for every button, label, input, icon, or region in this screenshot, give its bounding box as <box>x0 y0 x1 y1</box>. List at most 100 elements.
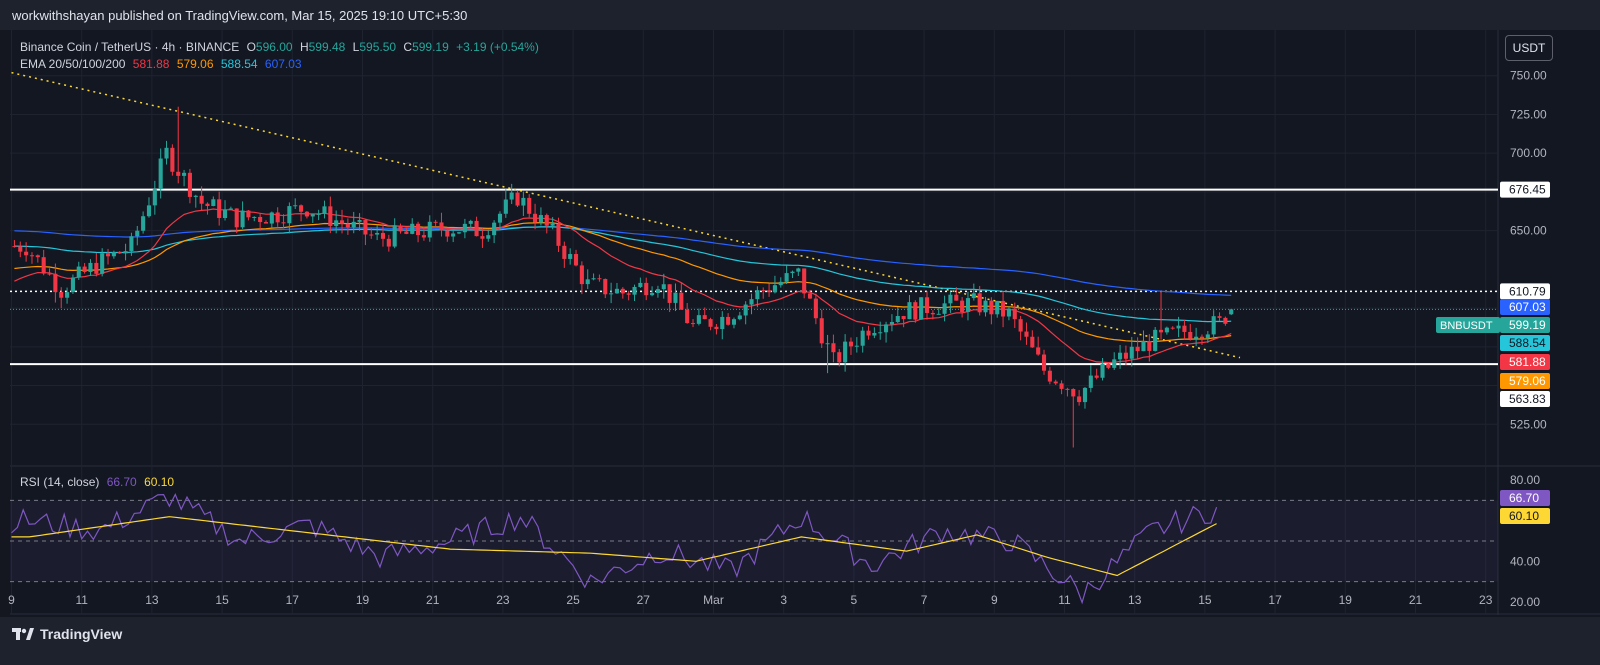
ema100-value: 588.54 <box>220 57 258 71</box>
candle-body <box>339 220 345 224</box>
open-label: O <box>246 40 256 54</box>
candle-body <box>211 199 216 207</box>
candle-body <box>421 235 426 238</box>
candle-body <box>544 215 549 226</box>
candle-body <box>380 232 386 239</box>
time-tick-label: 5 <box>851 593 858 607</box>
close-label: C <box>403 40 413 54</box>
candle-body <box>831 343 836 353</box>
candle-body <box>971 293 976 299</box>
symbol-name: Binance Coin / TetherUS · 4h · BINANCE <box>20 40 240 54</box>
time-tick-label: 27 <box>637 593 651 607</box>
candle-body <box>644 282 649 296</box>
level-tag-676.45-bg <box>1500 181 1550 198</box>
candle-body <box>392 225 397 247</box>
candle-body <box>240 210 245 228</box>
trendline-layer <box>11 71 1241 359</box>
candle-body <box>18 246 23 252</box>
ema100-tag-bg <box>1500 335 1550 351</box>
candle-body <box>111 252 116 257</box>
candle-body <box>802 268 807 294</box>
candle-body <box>965 298 971 312</box>
candle-body <box>1211 316 1216 335</box>
time-tick-label: 7 <box>921 593 928 607</box>
candle-body <box>650 293 655 296</box>
tradingview-brand[interactable]: TradingView <box>12 626 122 642</box>
candle-body <box>480 236 485 239</box>
candle-body <box>960 300 965 312</box>
candle-body <box>404 231 409 234</box>
rsi-legend: RSI (14, close) 66.70 60.10 <box>20 475 178 489</box>
candle-body <box>848 341 854 347</box>
candle-body <box>287 206 292 224</box>
candle-body <box>369 234 374 236</box>
candle-body <box>269 212 274 224</box>
candle-body <box>1006 308 1011 317</box>
candle-body <box>123 251 128 254</box>
candle-body <box>714 326 719 330</box>
price-tick-label: 750.00 <box>1510 69 1547 83</box>
low-label: L <box>352 40 360 54</box>
candle-body <box>117 252 122 254</box>
time-tick-label: 23 <box>496 593 510 607</box>
candle-body <box>468 220 473 224</box>
candle-body <box>919 297 924 320</box>
rsi-label: RSI (14, close) <box>20 475 100 489</box>
candle-body <box>129 236 134 252</box>
time-tick-label: 3 <box>780 593 787 607</box>
rsi-ma-tag-bg <box>1500 508 1550 524</box>
candle-body <box>1182 325 1187 332</box>
candle-body <box>585 279 590 285</box>
ema200-line <box>14 226 1232 296</box>
candle-body <box>614 288 620 294</box>
candle-body <box>837 352 842 363</box>
time-tick-label: 13 <box>145 593 159 607</box>
candle-body <box>316 213 321 215</box>
publish-info: workwithshayan published on TradingView.… <box>12 8 468 23</box>
candle-body <box>141 216 146 231</box>
candle-body <box>685 309 690 324</box>
low-value: 595.50 <box>359 40 397 54</box>
candle-body <box>234 208 239 228</box>
rsi-ma-tag: 60.10 <box>1509 509 1539 523</box>
candle-body <box>901 316 906 320</box>
candle-body <box>1205 334 1210 339</box>
candle-body <box>146 205 152 217</box>
candle-body <box>1176 325 1181 329</box>
candle-body <box>878 332 883 334</box>
rsi-tick-label: 40.00 <box>1510 554 1540 568</box>
candle-body <box>772 285 777 293</box>
level-tag-563.83: 563.83 <box>1509 392 1546 406</box>
candle-body <box>1112 359 1117 368</box>
candle-body <box>632 286 637 295</box>
candle-body <box>363 220 368 235</box>
rsi-tag: 66.70 <box>1509 491 1539 505</box>
candle-body <box>474 220 479 237</box>
candle-body <box>416 223 421 236</box>
time-tick-label: 11 <box>75 593 88 607</box>
candle-body <box>843 341 848 363</box>
candle-body <box>246 210 251 218</box>
candle-body <box>1123 352 1128 359</box>
candle-body <box>995 300 1000 315</box>
candle-body <box>59 292 64 298</box>
candle-body <box>199 195 204 204</box>
candle-body <box>1036 347 1041 355</box>
last-price-tag: 599.19 <box>1509 318 1546 332</box>
candle-body <box>667 284 672 303</box>
candle-body <box>492 222 497 236</box>
candle-body <box>807 293 813 299</box>
currency-button[interactable]: USDT <box>1505 35 1553 61</box>
candle-body <box>29 255 35 257</box>
candle-body <box>310 214 315 217</box>
time-tick-label: 17 <box>286 593 300 607</box>
ema-label: EMA 20/50/100/200 <box>20 57 126 71</box>
candle-body <box>1199 336 1205 339</box>
candle-body <box>942 303 947 314</box>
candle-body <box>1012 308 1017 320</box>
candle-body <box>609 293 614 295</box>
candle-body <box>1106 363 1111 368</box>
tradingview-logo-icon <box>12 628 34 640</box>
price-tick-label: 700.00 <box>1510 146 1547 160</box>
